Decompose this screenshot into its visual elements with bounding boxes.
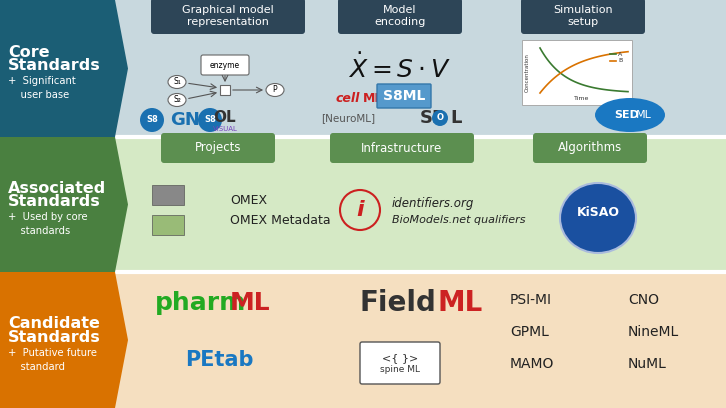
Text: [NeuroML]: [NeuroML] <box>321 113 375 123</box>
Bar <box>522 40 632 105</box>
Ellipse shape <box>168 93 186 106</box>
Bar <box>0 0 726 137</box>
Text: +  Putative future
    standard: + Putative future standard <box>8 348 97 372</box>
FancyBboxPatch shape <box>377 84 431 108</box>
Text: GN: GN <box>170 111 200 129</box>
FancyBboxPatch shape <box>533 133 647 163</box>
Text: ML: ML <box>363 91 383 104</box>
Text: GPML: GPML <box>510 325 549 339</box>
Text: P: P <box>273 86 277 95</box>
FancyBboxPatch shape <box>521 0 645 34</box>
Text: Model
encoding: Model encoding <box>375 5 425 27</box>
Text: S8: S8 <box>146 115 158 124</box>
Text: Core: Core <box>8 45 49 60</box>
Bar <box>220 85 230 95</box>
Text: NineML: NineML <box>628 325 680 339</box>
FancyBboxPatch shape <box>161 133 275 163</box>
Bar <box>0 272 726 408</box>
Text: +  Used by core
    standards: + Used by core standards <box>8 213 88 237</box>
Text: OL: OL <box>213 111 236 126</box>
Text: S₁: S₁ <box>173 78 181 86</box>
FancyBboxPatch shape <box>201 55 249 75</box>
Text: ML: ML <box>636 110 652 120</box>
Text: enzyme: enzyme <box>210 60 240 69</box>
Text: OMEX: OMEX <box>230 193 267 206</box>
Text: Algorithms: Algorithms <box>558 142 622 155</box>
Text: Projects: Projects <box>195 142 241 155</box>
Text: A: A <box>618 51 622 56</box>
Text: +  Significant
    user base: + Significant user base <box>8 77 76 100</box>
Bar <box>152 215 184 235</box>
Text: KiSAO: KiSAO <box>576 206 619 220</box>
Text: Standards: Standards <box>8 58 101 73</box>
Circle shape <box>432 110 448 126</box>
Polygon shape <box>0 0 128 137</box>
Text: O: O <box>436 113 444 122</box>
Text: spine ML: spine ML <box>380 366 420 375</box>
Text: MAMO: MAMO <box>510 357 555 371</box>
Text: S₂: S₂ <box>173 95 181 104</box>
FancyBboxPatch shape <box>360 342 440 384</box>
Text: Time: Time <box>574 96 590 101</box>
Text: ML: ML <box>437 289 482 317</box>
Ellipse shape <box>266 84 284 97</box>
Text: Associated: Associated <box>8 181 106 196</box>
Bar <box>0 137 726 272</box>
Text: VISUAL: VISUAL <box>213 126 238 132</box>
Text: CNO: CNO <box>628 293 659 307</box>
Text: S8ML: S8ML <box>383 89 425 103</box>
Text: ML: ML <box>230 291 271 315</box>
Text: BioModels.net qualifiers: BioModels.net qualifiers <box>392 215 526 225</box>
Text: Concentration: Concentration <box>524 53 529 92</box>
Text: PSI-MI: PSI-MI <box>510 293 552 307</box>
Text: Graphical model
representation: Graphical model representation <box>182 5 274 27</box>
Text: <{ }>: <{ }> <box>382 353 418 363</box>
Text: Standards: Standards <box>8 194 101 209</box>
FancyBboxPatch shape <box>338 0 462 34</box>
Bar <box>152 185 184 205</box>
Circle shape <box>198 108 222 132</box>
Circle shape <box>140 108 164 132</box>
Text: Infrastructure: Infrastructure <box>362 142 443 155</box>
Ellipse shape <box>560 183 636 253</box>
Polygon shape <box>0 137 128 272</box>
Text: PEtab: PEtab <box>185 350 253 370</box>
Text: OMEX Metadata: OMEX Metadata <box>230 213 330 226</box>
FancyBboxPatch shape <box>330 133 474 163</box>
Text: pharm: pharm <box>155 291 246 315</box>
Text: i: i <box>356 200 364 220</box>
Ellipse shape <box>595 98 665 132</box>
Text: S8: S8 <box>204 115 216 124</box>
Text: Standards: Standards <box>8 330 101 344</box>
Text: Candidate: Candidate <box>8 317 100 331</box>
Text: identifiers.org: identifiers.org <box>392 197 474 209</box>
Text: cell: cell <box>335 91 360 104</box>
Polygon shape <box>0 272 128 408</box>
Text: $\dot{X} = S \cdot V$: $\dot{X} = S \cdot V$ <box>348 53 452 83</box>
Ellipse shape <box>168 75 186 89</box>
Text: NuML: NuML <box>628 357 667 371</box>
Text: L: L <box>450 109 462 127</box>
Text: SB: SB <box>420 109 446 127</box>
Text: B: B <box>618 58 622 64</box>
FancyBboxPatch shape <box>151 0 305 34</box>
Text: Field: Field <box>360 289 437 317</box>
Text: Simulation
setup: Simulation setup <box>553 5 613 27</box>
Text: SED: SED <box>615 110 640 120</box>
